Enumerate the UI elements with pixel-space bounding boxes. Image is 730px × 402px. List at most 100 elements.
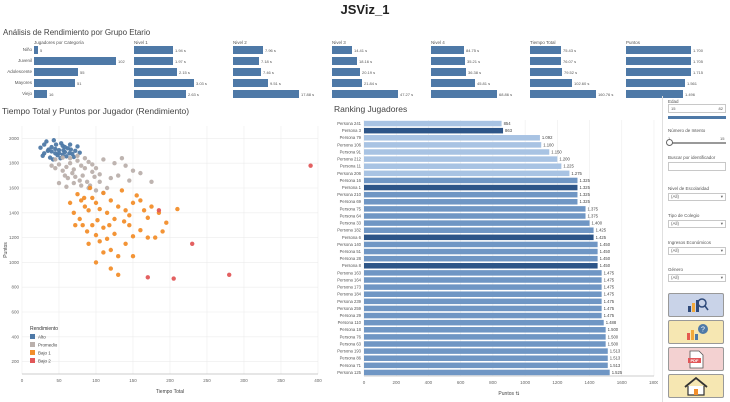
scatter-point [121,219,127,224]
x-tick-label: 1600 [617,380,628,385]
summary-column-header: Puntos [626,40,641,45]
summary-bar [626,68,691,76]
income-filter-label: Ingresos Económicos [668,240,712,245]
ranking-bar [364,327,606,333]
scatter-point [67,200,73,206]
summary-bar [530,46,561,54]
chevron-down-icon: ▾ [720,194,723,199]
attempt-slider-handle[interactable] [666,139,673,146]
scatter-point [93,260,99,265]
summary-value: 18.16 s [359,59,373,64]
x-tick-label: 350 [277,378,285,383]
ranking-player-name: Persona 75 [340,206,362,211]
school-type-dropdown[interactable]: (All) ▾ [668,220,726,228]
attempt-slider-track[interactable] [668,142,726,144]
quiz-nav-button[interactable]: ? [668,320,724,344]
search-id-input[interactable] [668,162,726,171]
school-type-filter-label: Tipo de Colegio [668,213,700,218]
ranking-player-name: Persona 6 [342,235,362,240]
ranking-bar [364,135,540,141]
ranking-chart: 0 200 400 600 800 1000 1200 1400 1600 1800 Puntos … [337,120,658,397]
scatter-point [49,163,54,168]
ranking-player-name: Persona 79 [340,135,362,140]
summary-bar [332,57,357,65]
summary-value: 7.96 s [265,48,276,53]
ranking-value-label: 1.500 [608,334,619,339]
summary-value: 35.21 s [467,59,481,64]
scatter-point [104,185,110,191]
ranking-player-name: Persona 16 [340,178,362,183]
ranking-value-label: 1.450 [600,256,611,261]
scatter-point [95,218,100,223]
ranking-value-label: 1.475 [604,306,615,311]
scatter-point [77,150,82,155]
filters-panel [662,96,730,402]
ranking-bar [364,227,594,233]
scatter-point [60,155,65,160]
gender-dropdown[interactable]: (All) ▾ [668,274,726,282]
pdf-file-icon: PDF [688,350,704,369]
scatter-point [112,161,117,166]
ranking-player-name: Persona 28 [340,256,362,261]
summary-bar [431,46,464,54]
attempt-min-value: 1 [668,136,670,141]
summary-value: 79.52 s [564,70,578,75]
ranking-player-name: Persona 210 [337,192,361,197]
scatter-point [127,178,132,183]
x-tick-label: 100 [92,378,100,383]
analysis-nav-button[interactable] [668,293,724,317]
scatter-point [86,159,91,165]
home-nav-button[interactable] [668,374,724,398]
y-tick-label: 1800 [9,161,20,166]
scatter-point [67,142,73,147]
ranking-bar [364,127,504,134]
ranking-value-label: 1.475 [604,277,615,282]
scatter-point [80,173,85,178]
ranking-bar [364,348,608,354]
scatter-point [75,153,80,158]
scatter-point [145,235,150,240]
ranking-bar [364,156,558,162]
summary-value: 36.38 s [468,70,482,75]
ranking-bar [364,298,602,305]
ranking-bar [364,270,602,276]
ranking-bar [364,213,586,219]
ranking-player-name: Persona 212 [337,157,361,162]
scatter-point [80,223,85,228]
scatter-point [68,147,74,152]
age-range-box[interactable]: 15 82 [668,104,726,113]
summary-group-label: Niño [22,47,32,52]
age-slider-track[interactable] [668,116,726,119]
ranking-value-label: 1.400 [592,221,603,226]
ranking-value-label: 1.488 [606,320,617,325]
summary-value: 21.84 s [364,81,378,86]
scatter-point [56,180,62,186]
ranking-value-label: 1.325 [579,192,590,197]
scatter-point [134,193,139,198]
summary-column-header: Nivel 3 [332,40,346,45]
pdf-nav-button[interactable]: PDF [668,347,724,371]
ranking-value-label: 1.275 [571,171,582,176]
summary-title: Análisis de Rendimiento por Grupo Etario [3,28,151,37]
ranking-value-label: 1.200 [559,157,570,162]
schooling-dropdown[interactable]: (All) ▾ [668,193,726,201]
summary-value: 1.705 [693,59,704,64]
income-dropdown[interactable]: (All) ▾ [668,247,726,255]
scatter-point [75,144,80,149]
ranking-title: Ranking Jugadores [334,104,408,114]
scatter-point [164,220,169,225]
ranking-bar [364,291,602,297]
scatter-point [93,165,99,171]
ranking-bar [364,362,608,369]
scatter-point [59,141,64,146]
ranking-value-label: 1.475 [604,299,615,304]
scatter-point [138,170,143,176]
chevron-down-icon: ▾ [720,275,723,280]
x-tick-label: 0 [363,380,366,385]
ranking-bar [364,284,602,290]
summary-bar [626,90,683,98]
ranking-value-label: 1.500 [608,341,619,346]
scatter-point [145,215,150,220]
scatter-title: Tiempo Total y Puntos por Jugador (Rendi… [2,106,190,116]
summary-bar [233,90,299,98]
